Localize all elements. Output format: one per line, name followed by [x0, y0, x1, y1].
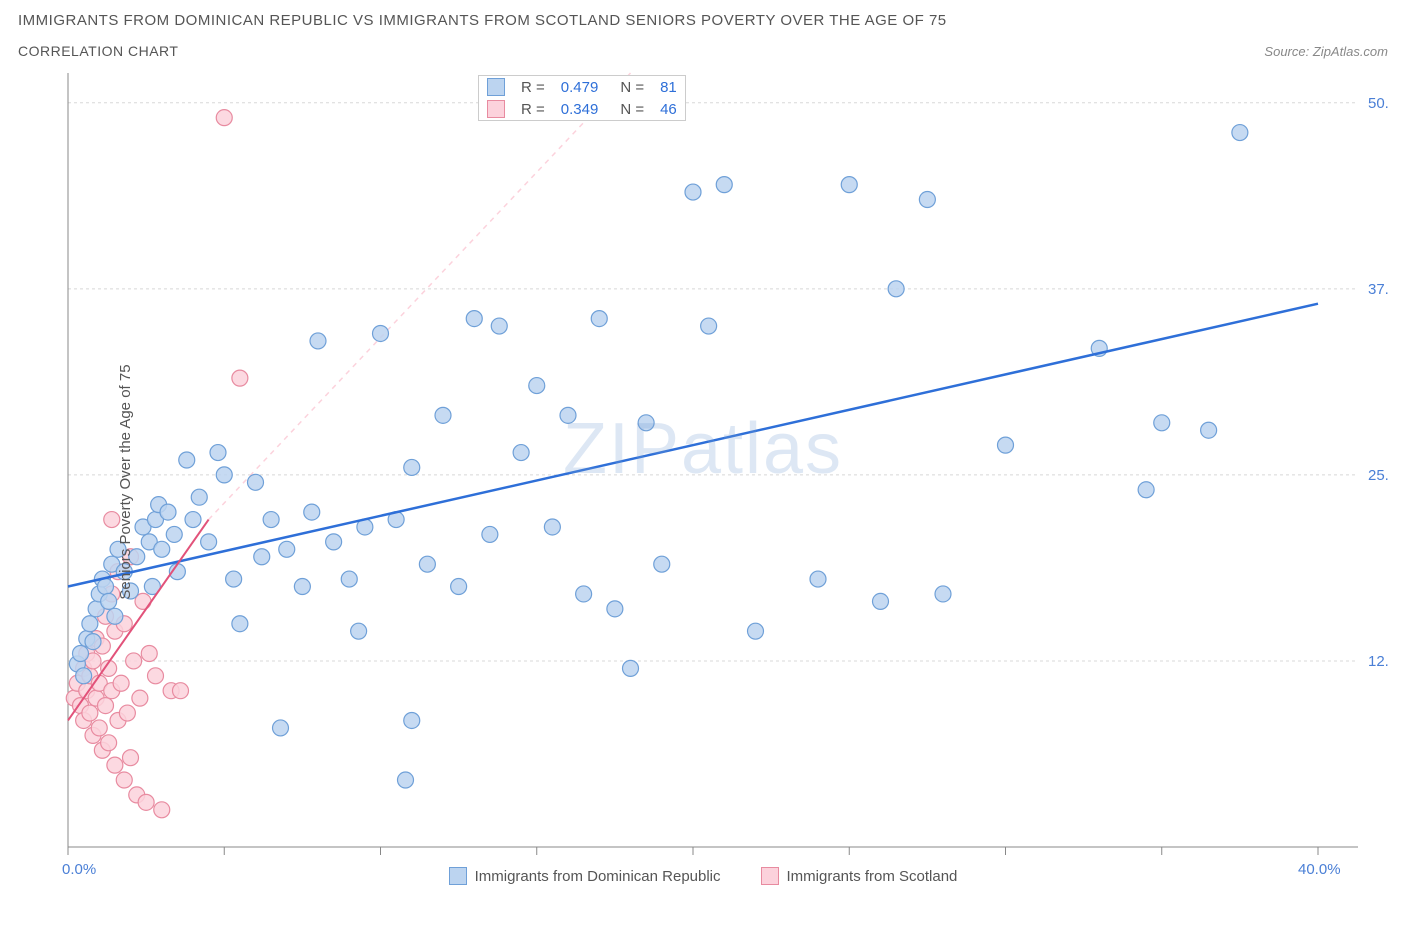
n-label: N = [606, 76, 652, 99]
legend-swatch [761, 867, 779, 885]
r-value-dominican: 0.479 [553, 76, 607, 99]
stats-legend-box: R = 0.479 N = 81 R = 0.349 N = 46 [478, 75, 686, 121]
chart-subtitle: CORRELATION CHART [18, 43, 178, 59]
source-label: Source: [1264, 44, 1309, 59]
r-label: R = [513, 76, 553, 99]
legend-item: Immigrants from Scotland [761, 867, 958, 885]
source-credit: Source: ZipAtlas.com [1264, 44, 1388, 59]
chart-svg: 12.5% 25.0% 37.5% 50.0% [18, 67, 1388, 897]
swatch-scotland [487, 100, 505, 118]
source-name: ZipAtlas.com [1313, 44, 1388, 59]
svg-text:12.5%: 12.5% [1368, 653, 1388, 670]
svg-text:50.0%: 50.0% [1368, 95, 1388, 112]
subtitle-row: CORRELATION CHART Source: ZipAtlas.com [18, 43, 1388, 59]
page-title: IMMIGRANTS FROM DOMINICAN REPUBLIC VS IM… [18, 12, 1388, 29]
n-label: N = [606, 98, 652, 121]
r-label: R = [513, 98, 553, 121]
r-value-scotland: 0.349 [553, 98, 607, 121]
y-axis-label: Seniors Poverty Over the Age of 75 [117, 364, 134, 599]
legend-swatch [449, 867, 467, 885]
legend-label: Immigrants from Scotland [787, 868, 958, 885]
swatch-dominican [487, 78, 505, 96]
svg-text:25.0%: 25.0% [1368, 467, 1388, 484]
legend-label: Immigrants from Dominican Republic [475, 868, 721, 885]
n-value-scotland: 46 [652, 98, 685, 121]
n-value-dominican: 81 [652, 76, 685, 99]
stats-row-scotland: R = 0.349 N = 46 [479, 98, 686, 121]
svg-text:37.5%: 37.5% [1368, 281, 1388, 298]
stats-row-dominican: R = 0.479 N = 81 [479, 76, 686, 99]
correlation-chart: Seniors Poverty Over the Age of 75 ZIPat… [18, 67, 1388, 897]
bottom-legend: Immigrants from Dominican Republic Immigr… [18, 867, 1388, 885]
legend-item: Immigrants from Dominican Republic [449, 867, 721, 885]
